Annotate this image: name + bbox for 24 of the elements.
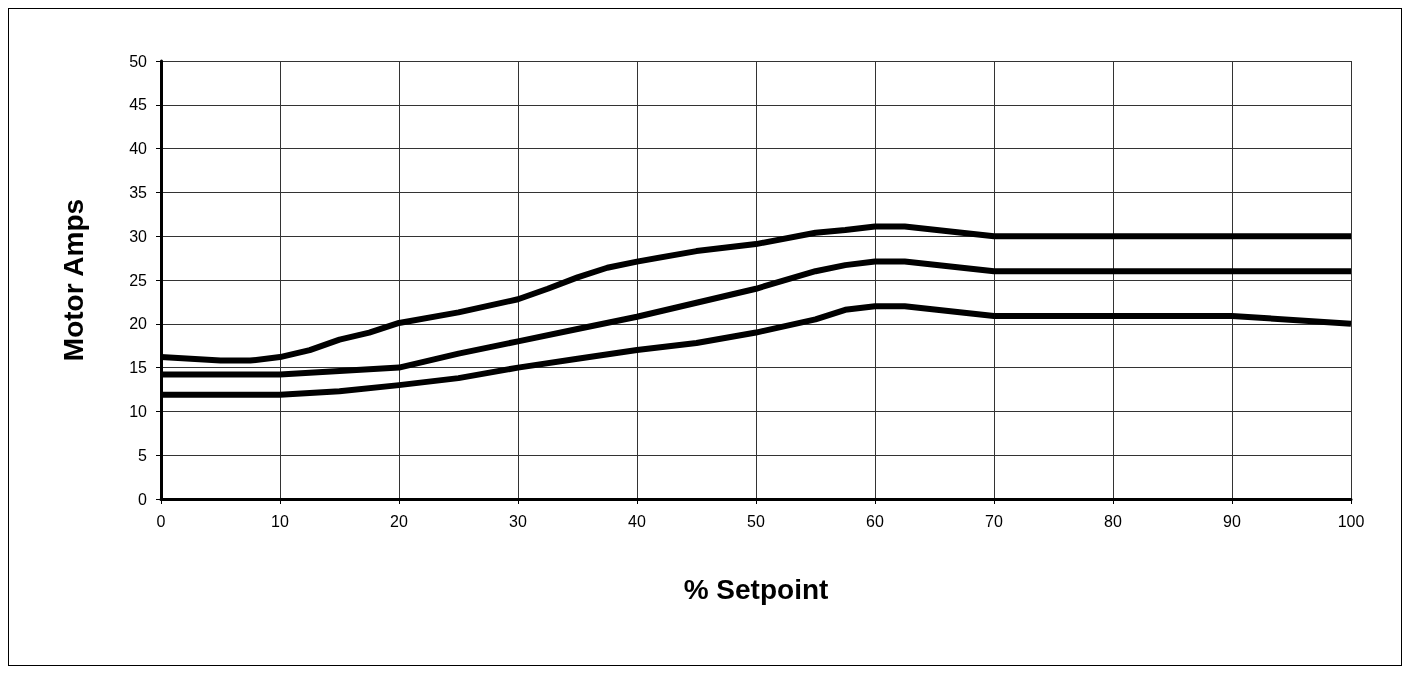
x-tick-label: 20 [390,512,408,530]
x-tick-label: 40 [628,512,646,530]
x-tick-label: 100 [1337,512,1365,530]
y-tick-label: 50 [129,52,148,70]
y-tick-label: 15 [129,359,148,377]
x-tick-label: 70 [985,512,1003,530]
x-tick-label: 30 [509,512,527,530]
y-tick-label: 20 [129,315,148,333]
y-tick-label: 30 [129,227,148,245]
x-tick-label: 50 [747,512,765,530]
y-tick-label: 0 [138,490,148,508]
y-tick-label: 5 [138,446,148,464]
x-tick-label: 0 [156,512,166,530]
x-axis-title: % Setpoint [683,573,829,605]
y-tick-label: 35 [129,183,148,201]
y-tick-label: 45 [129,96,148,114]
y-tick-label: 10 [129,402,148,420]
x-tick-label: 90 [1223,512,1241,530]
y-tick-label: 40 [129,140,148,158]
x-tick-label: 10 [271,512,289,530]
x-tick-label: 80 [1104,512,1122,530]
y-tick-label: 25 [129,271,148,289]
x-tick-label: 60 [866,512,884,530]
y-axis-title: Motor Amps [57,198,89,362]
